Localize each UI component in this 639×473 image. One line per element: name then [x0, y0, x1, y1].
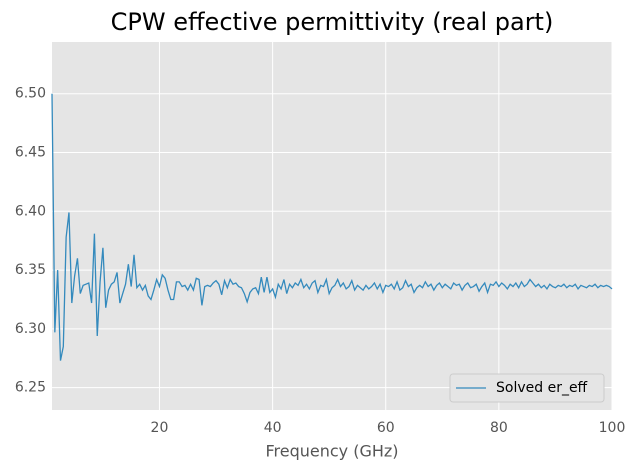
- y-tick-label: 6.45: [15, 145, 46, 161]
- x-tick-label: 40: [264, 420, 282, 436]
- legend: Solved er_eff: [449, 373, 605, 403]
- x-tick-label: 80: [490, 420, 508, 436]
- marks: [51, 93, 613, 361]
- x-tick-label: 100: [599, 420, 626, 436]
- legend-label: Solved er_eff: [496, 380, 588, 396]
- x-axis-label: Frequency (GHz): [265, 442, 398, 461]
- y-tick-label: 6.35: [15, 262, 46, 278]
- chart-title: CPW effective permittivity (real part): [111, 8, 554, 36]
- y-tick-label: 6.25: [15, 380, 46, 396]
- x-tick-label: 20: [151, 420, 169, 436]
- y-tick-label: 6.50: [15, 86, 46, 102]
- plot-area: [52, 42, 612, 410]
- y-tick-label: 6.30: [15, 321, 46, 337]
- legend-box: [449, 373, 605, 403]
- y-tick-label: 6.40: [15, 203, 46, 219]
- data-line: [51, 93, 613, 361]
- x-tick-label: 60: [377, 420, 395, 436]
- grid: [52, 42, 613, 410]
